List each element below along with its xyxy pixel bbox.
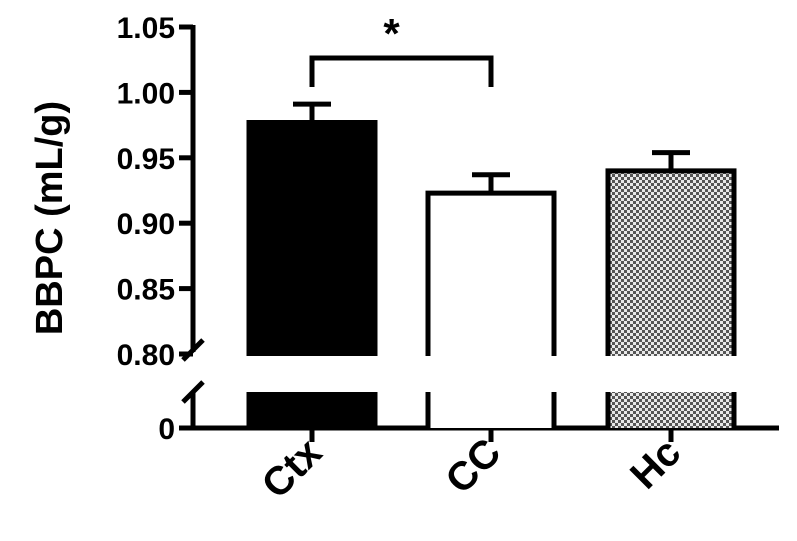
bar-upper — [608, 170, 734, 356]
y-tick-label: 1.00 — [117, 77, 175, 110]
y-tick-label: 0.95 — [117, 143, 175, 176]
bar-upper — [428, 193, 554, 356]
y-tick-label: 0.80 — [117, 339, 175, 372]
y-tick-label: 0.90 — [117, 208, 175, 241]
bar-lower — [428, 392, 554, 428]
axis-break-mark — [181, 338, 205, 362]
significance-label: * — [383, 10, 400, 57]
bar-lower-outline — [425, 392, 557, 428]
plot-area: 0.80 0.85 0.90 0.95 1.00 1.05 0 Ctx CC Hc * — [117, 10, 779, 507]
bar-lower — [249, 392, 375, 428]
bar-lower-outline — [605, 392, 737, 428]
x-tick-label: Ctx — [254, 430, 331, 507]
significance-bracket — [309, 55, 494, 87]
x-tick-label: Hc — [622, 430, 689, 497]
y-axis-label: BBPC (mL/g) — [29, 101, 71, 335]
bar-lower-outline — [246, 392, 378, 428]
bar-lower — [608, 392, 734, 428]
bar-upper — [249, 122, 375, 356]
y-tick-label: 0 — [158, 413, 175, 446]
y-tick-label: 0.85 — [117, 274, 175, 307]
x-tick-label: CC — [437, 430, 509, 502]
y-tick-label: 1.05 — [117, 12, 175, 45]
